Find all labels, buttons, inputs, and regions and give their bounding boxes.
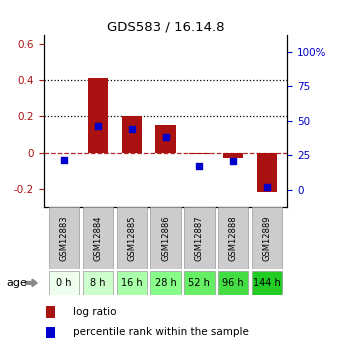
Bar — [189, 152, 210, 154]
Bar — [117, 207, 147, 269]
Text: 96 h: 96 h — [222, 278, 244, 288]
Bar — [184, 207, 215, 269]
Text: GSM12888: GSM12888 — [229, 215, 238, 261]
Bar — [252, 271, 282, 295]
Point — [129, 126, 135, 132]
Text: GSM12889: GSM12889 — [263, 215, 271, 261]
Bar — [49, 271, 79, 295]
Bar — [83, 271, 113, 295]
Point — [163, 134, 168, 139]
Text: log ratio: log ratio — [73, 307, 117, 317]
Text: GSM12887: GSM12887 — [195, 215, 204, 261]
Bar — [184, 271, 215, 295]
Bar — [150, 271, 181, 295]
Point — [197, 164, 202, 169]
Point — [264, 184, 270, 190]
Text: GSM12885: GSM12885 — [127, 215, 136, 261]
Point — [95, 123, 101, 128]
Text: percentile rank within the sample: percentile rank within the sample — [73, 327, 249, 337]
Bar — [223, 152, 243, 158]
Point — [62, 157, 67, 163]
Text: 52 h: 52 h — [189, 278, 210, 288]
Text: 28 h: 28 h — [155, 278, 176, 288]
Bar — [257, 152, 277, 193]
Text: GSM12886: GSM12886 — [161, 215, 170, 261]
Text: 16 h: 16 h — [121, 278, 143, 288]
Bar — [117, 271, 147, 295]
Text: age: age — [7, 278, 28, 288]
Bar — [218, 271, 248, 295]
Bar — [46, 327, 55, 338]
Text: GSM12883: GSM12883 — [60, 215, 69, 261]
Bar — [252, 207, 282, 269]
Bar — [122, 116, 142, 152]
Text: 0 h: 0 h — [56, 278, 72, 288]
Bar — [88, 78, 108, 152]
Bar — [155, 125, 176, 152]
Bar — [150, 207, 181, 269]
Bar — [83, 207, 113, 269]
Bar — [218, 207, 248, 269]
Text: 8 h: 8 h — [90, 278, 106, 288]
Point — [231, 159, 236, 164]
Bar — [46, 306, 55, 317]
Title: GDS583 / 16.14.8: GDS583 / 16.14.8 — [107, 20, 224, 33]
Bar — [49, 207, 79, 269]
Text: 144 h: 144 h — [253, 278, 281, 288]
Text: GSM12884: GSM12884 — [94, 215, 102, 261]
